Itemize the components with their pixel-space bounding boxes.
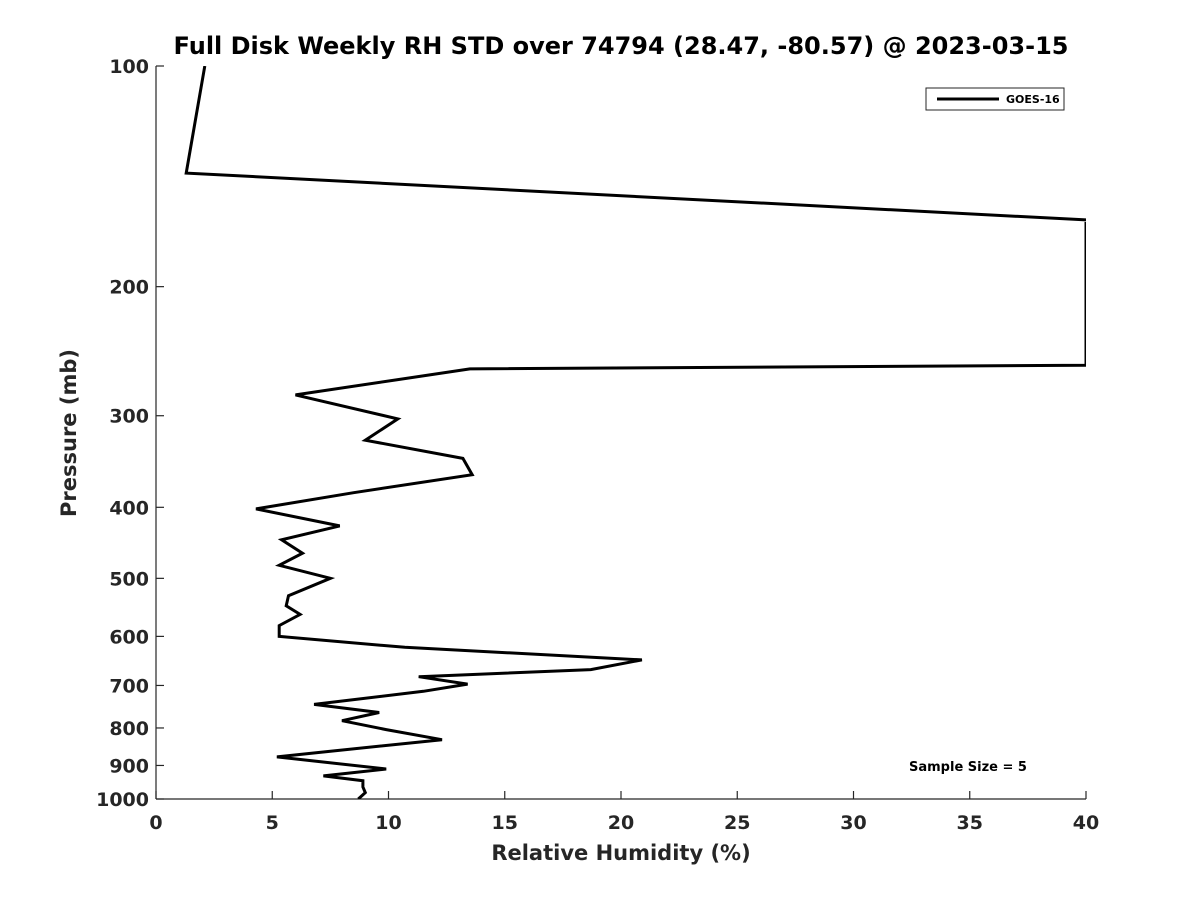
x-tick-label: 0 (149, 812, 162, 834)
y-tick-label: 700 (109, 675, 149, 697)
y-tick-label: 1000 (96, 789, 149, 811)
legend: GOES-16 (925, 87, 1065, 111)
axes (155, 66, 1086, 800)
x-tick-label: 25 (724, 812, 750, 834)
sample-size-annotation: Sample Size = 5 (909, 760, 1027, 775)
x-tick-label: 30 (840, 812, 866, 834)
x-ticks: 0 5 10 15 20 25 30 35 40 (149, 791, 1099, 834)
y-tick-label: 900 (109, 755, 149, 777)
y-tick-label: 100 (109, 56, 149, 78)
x-tick-label: 20 (608, 812, 634, 834)
x-tick-label: 15 (492, 812, 518, 834)
y-tick-label: 200 (109, 277, 149, 299)
x-axis-label: Relative Humidity (%) (491, 841, 750, 865)
y-tick-label: 500 (109, 568, 149, 590)
y-tick-label: 400 (109, 497, 149, 519)
x-tick-label: 5 (266, 812, 279, 834)
x-tick-label: 35 (957, 812, 983, 834)
legend-entry-goes-16: GOES-16 (1006, 93, 1060, 106)
y-axis-label: Pressure (mb) (57, 349, 81, 517)
plot-area (184, 66, 1086, 799)
x-tick-label: 40 (1073, 812, 1099, 834)
y-ticks: 100 200 300 400 500 600 700 800 900 1000 (96, 56, 164, 811)
y-tick-label: 800 (109, 718, 149, 740)
chart-title: Full Disk Weekly RH STD over 74794 (28.4… (174, 32, 1069, 60)
series-line-goes-16 (184, 66, 1086, 799)
y-tick-label: 600 (109, 626, 149, 648)
x-tick-label: 10 (375, 812, 401, 834)
y-tick-label: 300 (109, 406, 149, 428)
